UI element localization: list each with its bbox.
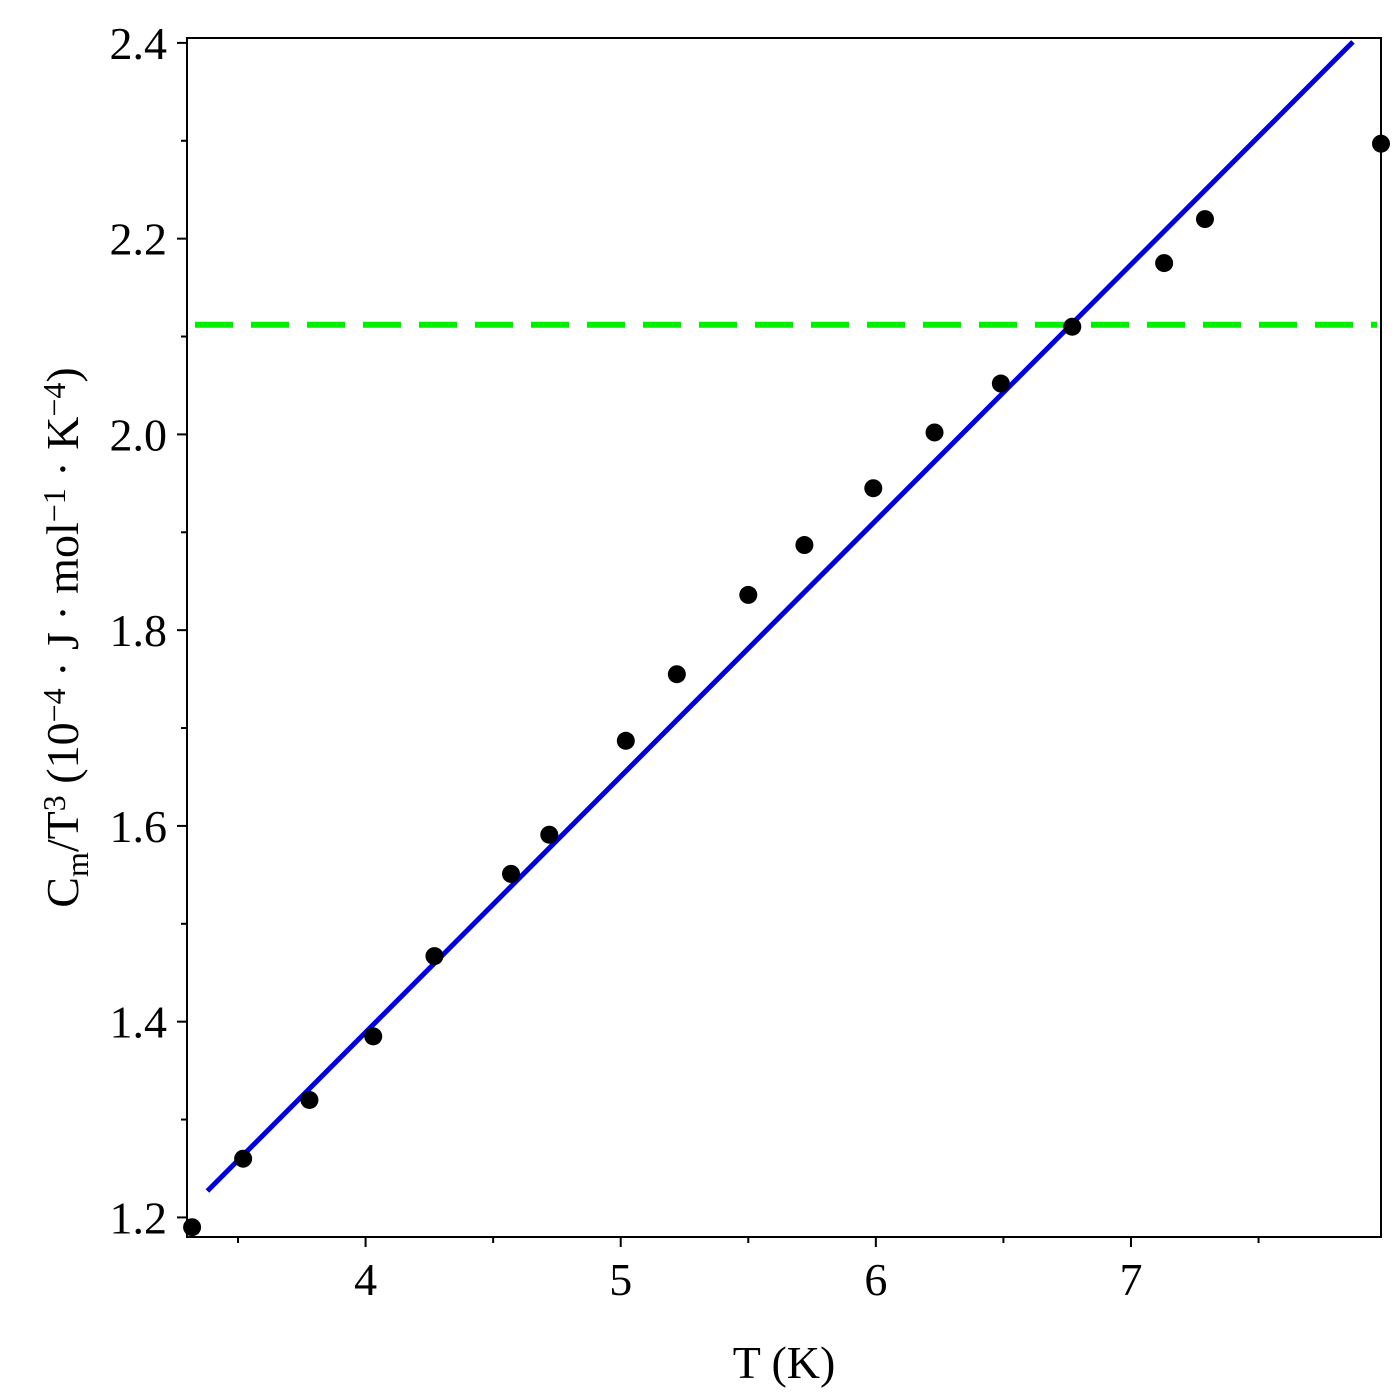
data-points-layer [183, 134, 1390, 1237]
y-tick-label: 1.6 [110, 801, 168, 852]
data-point [1195, 210, 1214, 229]
data-point [1063, 317, 1082, 336]
data-point [540, 825, 559, 844]
plot-border [186, 37, 1382, 1238]
y-axis-title-part: · J · mol [37, 522, 88, 688]
data-point [1155, 254, 1174, 273]
x-tick-label: 5 [609, 1254, 632, 1305]
data-point [1372, 134, 1390, 153]
fit-line [205, 40, 1355, 1193]
fit-line-layer [205, 40, 1355, 1193]
plot-frame [186, 37, 1382, 1238]
data-point [991, 374, 1010, 393]
y-axis-title-part: C [37, 877, 88, 908]
y-axis-title-part: /T [37, 811, 88, 852]
data-point [364, 1027, 383, 1046]
y-axis-title-part: −1 [36, 488, 72, 522]
data-point [739, 585, 758, 604]
data-point [300, 1090, 319, 1109]
y-axis-title-part: ) [37, 367, 88, 382]
y-axis-title-part: 3 [36, 795, 72, 811]
y-tick-label: 2.2 [110, 214, 168, 265]
data-point [795, 536, 814, 555]
data-point [864, 479, 883, 498]
data-point [234, 1149, 253, 1168]
x-tick-label: 6 [864, 1254, 887, 1305]
y-tick-label: 2.0 [110, 409, 168, 460]
data-point [616, 731, 635, 750]
x-tick-label: 4 [354, 1254, 377, 1305]
data-point [502, 864, 521, 883]
y-axis-title-part: m [59, 852, 95, 877]
y-axis-title-part: · K [37, 417, 88, 489]
y-tick-label: 1.2 [110, 1192, 168, 1243]
y-axis-title-part: −4 [36, 688, 72, 722]
data-point [183, 1218, 202, 1237]
data-point [425, 947, 444, 966]
x-tick-label: 7 [1119, 1254, 1142, 1305]
y-tick-label: 1.4 [110, 997, 168, 1048]
y-axis-title-part: −4 [36, 383, 72, 417]
y-axis-title: Cm/T3 (10−4 · J · mol−1 · K−4) [36, 367, 94, 907]
y-axis-title-part: (10 [37, 722, 88, 795]
data-point [925, 423, 944, 442]
ticks-layer: 4 5 6 7 1.2 1.4 1.6 1.8 2.0 2.2 2.4 [110, 18, 1260, 1305]
y-tick-label: 1.8 [110, 605, 168, 656]
data-point [667, 665, 686, 684]
x-axis-title: T (K) [733, 1337, 836, 1388]
y-tick-label: 2.4 [110, 18, 168, 69]
